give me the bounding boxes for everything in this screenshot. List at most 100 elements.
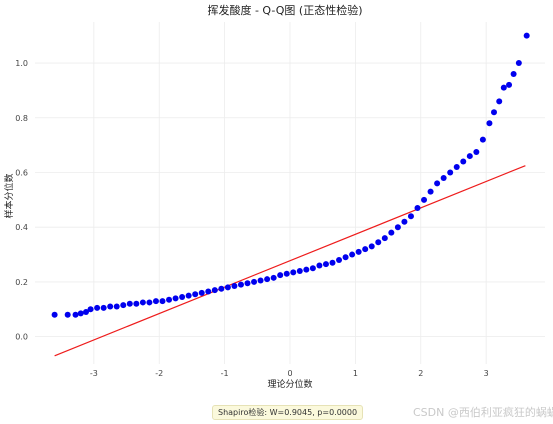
- data-point: [257, 277, 264, 284]
- y-tick-labels: 0.0 0.2 0.4 0.6 0.8 1.0: [15, 59, 28, 342]
- y-tick-label: 1.0: [15, 59, 28, 68]
- data-points-layer: [51, 32, 530, 318]
- y-tick-label: 0.6: [15, 168, 28, 177]
- data-point: [231, 283, 238, 290]
- data-point: [51, 311, 58, 318]
- data-point: [421, 196, 428, 203]
- data-point: [500, 84, 507, 91]
- data-point: [460, 158, 467, 165]
- x-tick-label: 0: [287, 369, 292, 378]
- data-point: [296, 267, 303, 274]
- data-point: [264, 276, 271, 283]
- watermark: CSDN @西伯利亚疯狂的蜗蜗: [413, 406, 553, 419]
- data-point: [342, 254, 349, 261]
- data-point: [394, 224, 401, 231]
- data-point: [362, 246, 369, 253]
- shapiro-stat-text: Shapiro检验: W=0.9045, p=0.0000: [218, 408, 358, 417]
- data-point: [440, 174, 447, 181]
- x-tick-label: -3: [90, 369, 98, 378]
- data-point: [407, 213, 414, 220]
- data-point: [336, 257, 343, 264]
- data-point: [303, 266, 310, 273]
- data-point: [322, 261, 329, 268]
- data-point: [496, 98, 503, 105]
- data-point: [94, 304, 101, 311]
- data-point: [179, 293, 186, 300]
- data-point: [100, 304, 107, 311]
- data-point: [87, 306, 94, 313]
- data-point: [447, 169, 454, 176]
- data-point: [515, 60, 522, 67]
- y-tick-label: 0.0: [15, 333, 28, 342]
- grid-lines: [35, 22, 545, 364]
- reference-line: [54, 165, 526, 357]
- data-point: [453, 164, 460, 171]
- data-point: [375, 239, 382, 246]
- data-point: [211, 287, 218, 294]
- x-axis-title: 理论分位数: [267, 378, 312, 390]
- data-point: [466, 153, 473, 160]
- shapiro-stat-box: Shapiro检验: W=0.9045, p=0.0000: [212, 405, 364, 420]
- data-point: [237, 281, 244, 288]
- data-point: [491, 109, 497, 116]
- data-point: [126, 300, 133, 307]
- data-point: [152, 298, 159, 305]
- y-tick-label: 0.2: [15, 278, 28, 287]
- y-tick-label: 0.4: [15, 223, 28, 232]
- data-point: [381, 235, 388, 242]
- x-tick-labels: -3 -2 -1 0 1 2 3: [90, 369, 489, 378]
- data-point: [277, 272, 284, 279]
- data-point: [120, 302, 127, 309]
- data-point: [523, 32, 530, 39]
- data-point: [479, 136, 486, 143]
- data-point: [270, 274, 277, 281]
- data-point: [205, 288, 212, 295]
- data-point: [434, 180, 441, 187]
- data-point: [192, 291, 199, 298]
- data-point: [251, 278, 258, 285]
- data-point: [172, 295, 179, 302]
- data-point: [159, 298, 166, 305]
- data-point: [290, 269, 297, 276]
- data-point: [349, 251, 356, 258]
- data-point: [506, 81, 513, 88]
- data-point: [64, 311, 71, 318]
- x-tick-label: -2: [155, 369, 163, 378]
- data-point: [329, 259, 336, 266]
- chart-title: 挥发酸度 - Q-Q图 (正态性检验): [207, 3, 362, 17]
- data-point: [113, 303, 120, 310]
- data-point: [401, 218, 408, 225]
- data-point: [83, 309, 89, 316]
- data-point: [72, 311, 79, 318]
- data-point: [133, 300, 140, 307]
- x-tick-label: 2: [418, 369, 423, 378]
- reference-line-layer: [54, 165, 526, 357]
- data-point: [355, 248, 362, 255]
- data-point: [139, 299, 146, 306]
- x-tick-label: -1: [221, 369, 229, 378]
- data-point: [107, 303, 114, 310]
- y-axis-title: 样本分位数: [3, 173, 15, 218]
- data-point: [316, 262, 323, 269]
- data-point: [368, 243, 375, 250]
- data-point: [77, 310, 84, 317]
- data-point: [218, 285, 225, 292]
- data-point: [510, 70, 517, 77]
- x-tick-label: 3: [484, 369, 489, 378]
- data-point: [388, 229, 395, 236]
- x-tick-label: 1: [353, 369, 358, 378]
- data-point: [427, 188, 434, 195]
- data-point: [283, 270, 290, 277]
- data-point: [185, 292, 192, 299]
- data-point: [146, 299, 153, 306]
- data-point: [166, 296, 173, 303]
- data-point: [486, 120, 493, 127]
- y-tick-label: 0.8: [15, 114, 28, 123]
- data-point: [224, 284, 231, 291]
- data-point: [198, 289, 205, 296]
- data-point: [414, 205, 421, 212]
- data-point: [244, 280, 251, 287]
- data-point: [473, 148, 480, 155]
- data-point: [309, 265, 316, 272]
